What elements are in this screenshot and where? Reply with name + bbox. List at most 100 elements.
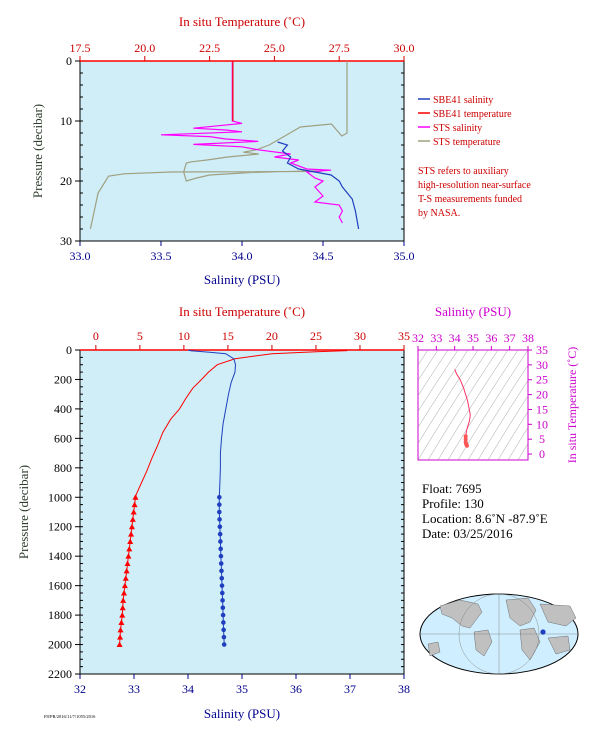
density-contour (457, 350, 528, 460)
main-temp-tick-label: 20 (266, 329, 278, 343)
top-pressure-tick-label: 0 (66, 54, 72, 68)
main-temp-tick-label: 35 (398, 329, 410, 343)
top-chart-series (89, 61, 360, 230)
density-contour (418, 350, 449, 397)
footer-code: F8/PR/2016/11/7/1055/2016 (44, 714, 96, 719)
top-chart-ticks: 17.5 20.0 22.5 25.0 27.5 30.0 33.0 33.5 34.0 34.5… (60, 41, 415, 263)
density-contour (418, 350, 469, 428)
sts-note-line-2: high-resolution near-surface (418, 180, 531, 191)
density-contour (418, 350, 439, 381)
sts-note: STS refers to auxiliary high-resolution … (418, 166, 531, 219)
salinity-marker (217, 531, 223, 537)
ts-temp-tick-label: 25 (536, 373, 548, 387)
temperature-marker (119, 612, 126, 618)
top-temp-tick-label: 30.0 (394, 41, 415, 55)
density-contour (447, 350, 519, 460)
main-temp-tick-label: 5 (137, 329, 143, 343)
ts-point (463, 434, 468, 439)
main-temp-tick-label: 0 (93, 329, 99, 343)
top-temp-tick-label: 17.5 (70, 41, 91, 55)
ts-sal-tick-label: 33 (430, 331, 442, 345)
main-pressure-tick-label: 800 (54, 461, 72, 475)
density-contour (418, 350, 429, 366)
salinity-marker (219, 568, 224, 574)
salinity-marker (220, 612, 226, 618)
salinity-marker (217, 509, 222, 515)
top-series-sts-temperature (89, 61, 348, 230)
ts-temp-tick-label: 10 (536, 417, 548, 431)
top-sal-tick-label: 33.0 (70, 249, 91, 263)
salinity-marker (218, 546, 223, 552)
density-contour (497, 411, 528, 460)
main-series-salinity (187, 349, 237, 645)
main-chart-y-axis-label: Pressure (decibar) (16, 465, 31, 559)
temperature-marker (120, 597, 127, 603)
temperature-marker (128, 531, 135, 537)
ts-sal-tick-label: 34 (449, 331, 461, 345)
density-contour (517, 443, 528, 460)
density-contour (467, 364, 528, 460)
main-pressure-tick-label: 1000 (48, 490, 72, 504)
ts-plot-area (417, 349, 529, 461)
legend-entry: STS temperature (433, 137, 501, 148)
top-sal-tick-label: 34.5 (313, 249, 334, 263)
top-pressure-tick-label: 10 (60, 114, 72, 128)
salinity-marker (219, 575, 225, 581)
main-chart-top-axis-label: In situ Temperature (˚C) (179, 304, 305, 319)
top-series-sbe41-salinity (277, 141, 360, 230)
ts-point (464, 443, 469, 448)
top-chart-legend: SBE41 salinity SBE41 temperature STS salin… (418, 95, 512, 148)
top-chart-top-axis-label: In situ Temperature (˚C) (179, 14, 305, 29)
ts-top-axis-label: Salinity (PSU) (435, 304, 511, 319)
main-temp-tick-label: 10 (178, 329, 190, 343)
main-pressure-tick-label: 2200 (48, 667, 72, 681)
main-sal-tick-label: 34 (182, 682, 194, 696)
density-contour (427, 350, 499, 460)
temperature-marker (127, 538, 134, 544)
ts-temp-tick-label: 35 (536, 343, 548, 357)
ts-temp-tick-label: 30 (536, 358, 548, 372)
ts-right-axis-label: In situ Temperature (˚C) (565, 347, 579, 464)
map-land (427, 597, 577, 661)
top-temp-tick-label: 27.5 (329, 41, 350, 55)
top-chart-y-axis-label: Pressure (decibar) (30, 104, 45, 198)
top-sal-tick-label: 35.0 (394, 249, 415, 263)
temperature-marker (117, 626, 124, 633)
top-sal-tick-label: 33.5 (151, 249, 172, 263)
main-chart-bottom-axis-label: Salinity (PSU) (204, 706, 280, 721)
sts-note-line-3: T-S measurements funded (418, 194, 522, 205)
temperature-marker (131, 501, 138, 508)
density-contour (487, 395, 528, 460)
float-info: Float: 7695 Profile: 130 Location: 8.6˚N… (422, 481, 548, 541)
legend-entry: SBE41 temperature (433, 109, 512, 120)
temperature-marker (121, 582, 128, 589)
temperature-marker (129, 516, 136, 522)
ts-sal-tick-label: 32 (412, 331, 424, 345)
salinity-marker (221, 627, 226, 633)
top-series-sts-salinity (160, 61, 344, 224)
temperature-marker (132, 494, 139, 500)
salinity-marker (217, 517, 222, 522)
main-pressure-tick-label: 0 (66, 343, 72, 357)
main-sal-tick-label: 37 (344, 682, 356, 696)
temperature-marker (128, 523, 135, 530)
salinity-marker (219, 583, 225, 588)
main-pressure-tick-label: 1800 (48, 608, 72, 622)
temperature-marker (121, 590, 128, 596)
main-plot-area (79, 349, 405, 675)
world-map (419, 593, 579, 675)
main-sal-tick-label: 38 (398, 682, 410, 696)
main-pressure-tick-label: 1600 (48, 579, 72, 593)
salinity-marker (218, 553, 224, 559)
main-pressure-tick-label: 2000 (48, 638, 72, 652)
salinity-marker (217, 494, 222, 500)
temperature-marker (122, 575, 129, 581)
main-sal-tick-label: 32 (74, 682, 86, 696)
main-temp-tick-label: 15 (222, 329, 234, 343)
top-temp-tick-label: 25.0 (264, 41, 285, 55)
ts-sal-tick-label: 36 (485, 331, 497, 345)
profile-number: Profile: 130 (422, 496, 484, 511)
top-chart-bottom-axis-label: Salinity (PSU) (204, 272, 280, 287)
